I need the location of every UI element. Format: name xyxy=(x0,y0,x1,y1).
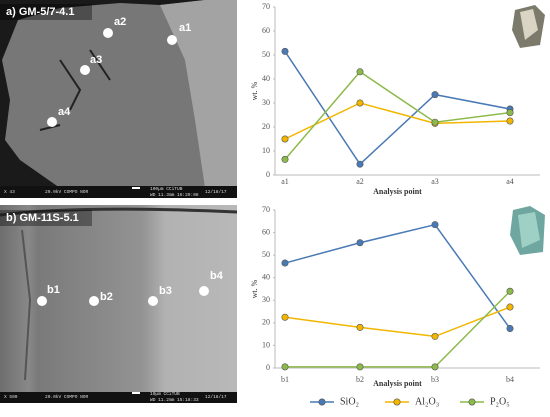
series-line xyxy=(285,290,511,368)
point-label: a1 xyxy=(179,22,191,34)
y-tick-label: 20 xyxy=(262,122,270,131)
specimen-photo-a xyxy=(512,5,545,48)
x-axis-label: Analysis point xyxy=(373,187,422,196)
scale-info: 20.0kV COMPO NOR xyxy=(45,394,89,400)
scale-bar xyxy=(132,187,140,189)
point-label: b4 xyxy=(210,270,224,282)
data-point xyxy=(281,313,289,321)
analysis-point xyxy=(199,286,209,296)
scale-bar xyxy=(132,392,140,394)
y-tick-label: 30 xyxy=(262,98,270,107)
series-line xyxy=(284,223,511,329)
y-tick-label: 0 xyxy=(266,170,270,179)
point-label: a4 xyxy=(58,106,71,118)
image-title: a) GM-5/7-4.1 xyxy=(6,6,74,18)
y-tick-label: 20 xyxy=(262,318,270,327)
legend-marker xyxy=(468,398,476,406)
scale-info: 100µm CCiTUB xyxy=(150,186,183,192)
y-tick-label: 10 xyxy=(262,146,270,155)
data-point xyxy=(431,332,439,340)
y-axis-label: wt. % xyxy=(250,279,259,298)
data-point xyxy=(281,155,289,163)
scale-info: WD 11.3mm 16:29:08 xyxy=(150,192,199,198)
series-line xyxy=(284,102,511,140)
data-point xyxy=(281,47,289,55)
analysis-point xyxy=(89,296,99,306)
x-tick-label: b2 xyxy=(356,375,364,384)
point-label: b1 xyxy=(47,284,60,296)
y-tick-label: 70 xyxy=(262,2,270,11)
y-tick-label: 60 xyxy=(262,26,270,35)
y-tick-label: 50 xyxy=(262,50,270,59)
data-point xyxy=(431,118,439,126)
legend-marker xyxy=(318,398,326,406)
sem-image-a xyxy=(0,0,237,198)
legend-marker xyxy=(393,398,401,406)
data-point xyxy=(431,221,439,229)
specimen-photo-b xyxy=(510,206,545,255)
x-tick-label: a4 xyxy=(506,177,514,186)
point-label: a3 xyxy=(90,54,102,66)
data-point xyxy=(506,324,514,332)
scale-info: X 43 xyxy=(4,189,15,195)
point-label: b2 xyxy=(100,291,113,303)
sem-image-b xyxy=(0,205,238,403)
analysis-point xyxy=(37,296,47,306)
x-tick-label: a3 xyxy=(431,177,439,186)
y-tick-label: 40 xyxy=(262,273,270,282)
data-point xyxy=(356,160,364,168)
analysis-point xyxy=(148,296,158,306)
x-tick-label: b4 xyxy=(506,375,514,384)
x-tick-label: b3 xyxy=(431,375,439,384)
y-tick-label: 30 xyxy=(262,295,270,304)
y-tick-label: 40 xyxy=(262,74,270,83)
legend-label: Al₂O₃ xyxy=(415,396,439,407)
data-point xyxy=(281,363,289,371)
data-point xyxy=(356,99,364,107)
series-line xyxy=(284,70,511,160)
y-tick-label: 70 xyxy=(262,205,270,214)
legend-label: P₂O₅ xyxy=(490,396,510,407)
series-line xyxy=(284,50,511,166)
y-axis-label: wt. % xyxy=(250,81,259,100)
point-label: b3 xyxy=(159,285,172,297)
y-tick-label: 10 xyxy=(262,340,270,349)
x-axis-label: Analysis point xyxy=(373,379,422,388)
analysis-point xyxy=(47,117,57,127)
analysis-point xyxy=(80,65,90,75)
scale-info: 20.0kV COMPO NOR xyxy=(45,189,89,195)
data-point xyxy=(431,363,439,371)
x-tick-label: a1 xyxy=(281,177,289,186)
data-point xyxy=(506,109,514,117)
data-point xyxy=(431,91,439,99)
data-point xyxy=(506,303,514,311)
data-point xyxy=(506,117,514,125)
series-line xyxy=(284,306,511,338)
scale-info: 10µm CCiTUB xyxy=(150,391,180,397)
y-tick-label: 50 xyxy=(262,250,270,259)
image-title: b) GM-11S-5.1 xyxy=(6,212,79,224)
point-label: a2 xyxy=(114,16,126,28)
y-tick-label: 60 xyxy=(262,227,270,236)
title-background xyxy=(0,210,92,226)
scale-info: WD 11.2mm 15:18:33 xyxy=(150,397,199,403)
x-tick-label: b1 xyxy=(281,375,289,384)
data-point xyxy=(356,323,364,331)
y-tick-label: 0 xyxy=(266,363,270,372)
x-tick-label: a2 xyxy=(356,177,364,186)
data-point xyxy=(356,363,364,371)
scale-info: 12/18/17 xyxy=(205,189,227,195)
scale-info: X 500 xyxy=(4,394,18,400)
data-point xyxy=(356,239,364,247)
data-point xyxy=(356,68,364,76)
legend-label: SiO₂ xyxy=(340,396,359,407)
analysis-point xyxy=(167,35,177,45)
scale-info: 12/18/17 xyxy=(205,394,227,400)
title-background xyxy=(0,4,92,20)
analysis-point xyxy=(103,28,113,38)
data-point xyxy=(506,287,514,295)
data-point xyxy=(281,135,289,143)
data-point xyxy=(281,259,289,267)
